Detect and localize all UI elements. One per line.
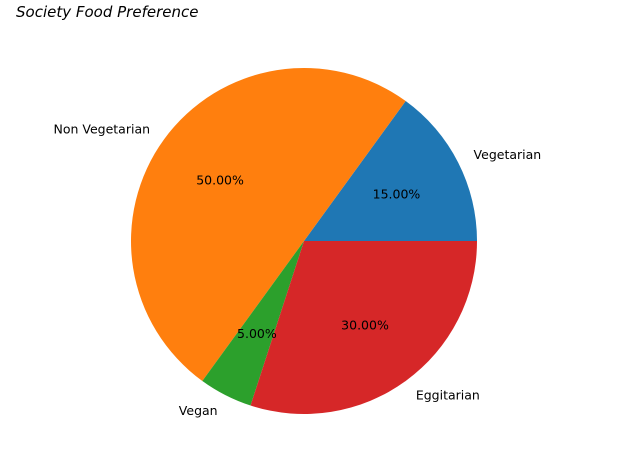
category-label-non-vegetarian: Non Vegetarian [53,122,150,137]
percent-label-non-vegetarian: 50.00% [196,172,244,187]
category-label-eggitarian: Eggitarian [416,387,480,402]
category-label-vegan: Vegan [179,403,218,418]
pie-slice-non-vegetarian [131,68,406,381]
chart-title: Society Food Preference [16,3,199,21]
category-labels: Vegetarian Non Vegetarian Vegan Eggitarian [53,122,541,418]
percent-label-vegetarian: 15.00% [373,186,421,201]
percent-labels: 15.00% 50.00% 5.00% 30.00% [196,172,420,340]
category-label-vegetarian: Vegetarian [474,147,542,162]
pie-slice-vegan [202,241,304,406]
pie-slices [131,68,477,414]
percent-label-eggitarian: 30.00% [341,317,389,332]
percent-label-vegan: 5.00% [237,326,277,341]
pie-slice-eggitarian [250,241,477,414]
pie-slice-vegetarian [304,101,477,241]
